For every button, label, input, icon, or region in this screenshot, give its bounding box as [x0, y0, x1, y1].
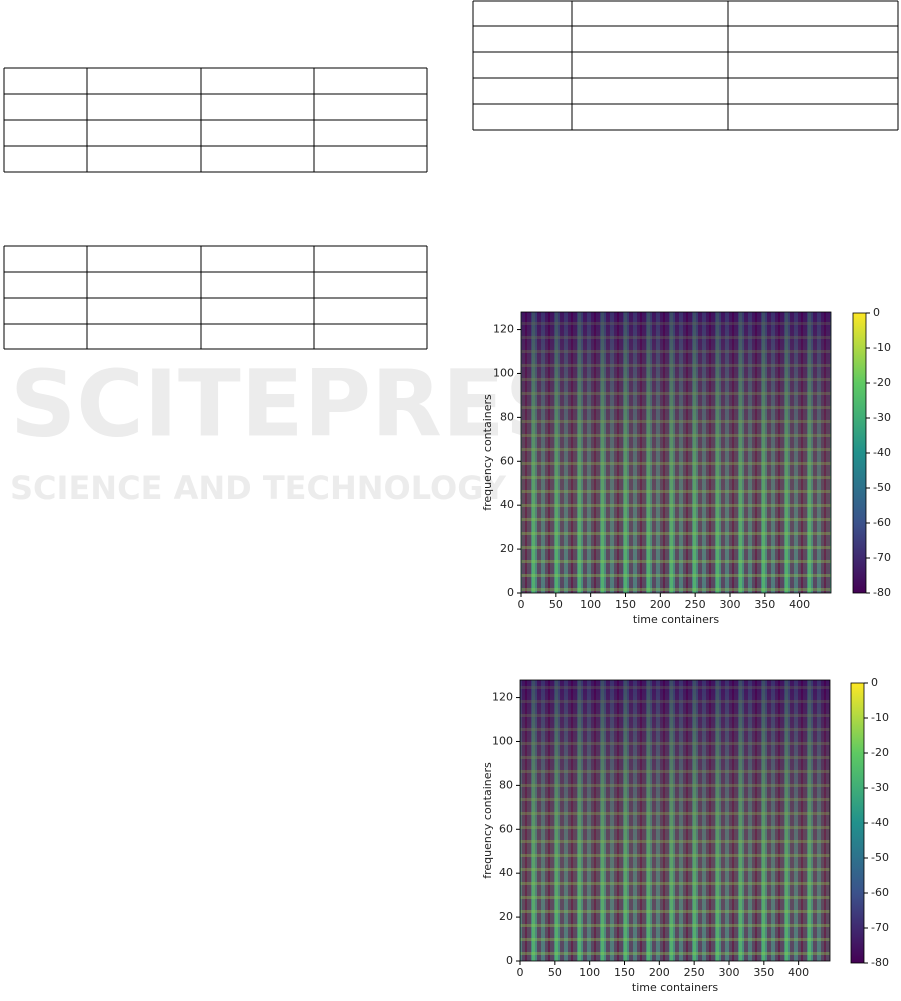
y-tick-label: 40: [500, 498, 514, 511]
x-tick-label: 50: [548, 966, 562, 979]
colorbar-tick-label: -60: [871, 886, 889, 899]
y-tick-label: 100: [492, 734, 513, 747]
y-tick-label: 100: [493, 366, 514, 379]
y-tick-label: 120: [492, 691, 513, 704]
colorbar-tick-label: -80: [873, 586, 891, 599]
y-tick-label: 60: [500, 454, 514, 467]
x-tick-label: 300: [718, 966, 739, 979]
colorbar-tick-label: 0: [873, 306, 880, 319]
y-axis-label: frequency containers: [481, 762, 494, 879]
heatmap-image: [521, 312, 831, 593]
plot-frame: [519, 679, 831, 962]
x-axis-label: time containers: [632, 981, 718, 994]
colorbar-tick-label: -40: [873, 446, 891, 459]
x-tick-label: 350: [754, 598, 775, 611]
colorbar: [852, 312, 867, 594]
colorbar-tick-label: -80: [871, 956, 889, 969]
y-tick-label: 40: [499, 866, 513, 879]
y-tick-label: 0: [507, 586, 514, 599]
heatmap-image: [520, 680, 830, 961]
y-tick-label: 20: [500, 542, 514, 555]
x-tick-label: 300: [719, 598, 740, 611]
colorbar-tick-label: -30: [873, 411, 891, 424]
x-tick-label: 0: [518, 598, 525, 611]
y-tick-label: 80: [499, 778, 513, 791]
x-tick-label: 150: [614, 966, 635, 979]
colorbar-tick-label: -70: [871, 921, 889, 934]
colorbar-tick-label: -10: [873, 341, 891, 354]
colorbar-tick-label: -50: [871, 851, 889, 864]
x-tick-label: 350: [753, 966, 774, 979]
colorbar-tick-label: -50: [873, 481, 891, 494]
x-tick-label: 250: [685, 598, 706, 611]
y-tick-label: 80: [500, 410, 514, 423]
x-tick-label: 200: [650, 598, 671, 611]
colorbar: [850, 682, 865, 964]
x-tick-label: 0: [517, 966, 524, 979]
x-tick-label: 100: [580, 598, 601, 611]
x-axis-label: time containers: [633, 613, 719, 626]
plot-frame: [520, 311, 832, 594]
x-tick-label: 200: [649, 966, 670, 979]
colorbar-tick-label: -70: [873, 551, 891, 564]
x-tick-label: 150: [615, 598, 636, 611]
colorbar-tick-label: 0: [871, 676, 878, 689]
y-tick-label: 120: [493, 323, 514, 336]
x-tick-label: 50: [549, 598, 563, 611]
colorbar-tick-label: -60: [873, 516, 891, 529]
colorbar-tick-label: -20: [873, 376, 891, 389]
x-tick-label: 250: [684, 966, 705, 979]
x-tick-label: 100: [579, 966, 600, 979]
y-tick-label: 0: [506, 954, 513, 967]
colorbar-tick-label: -10: [871, 711, 889, 724]
y-tick-label: 60: [499, 822, 513, 835]
colorbar-tick-label: -30: [871, 781, 889, 794]
y-axis-label: frequency containers: [481, 394, 494, 511]
colorbar-tick-label: -40: [871, 816, 889, 829]
x-tick-label: 400: [789, 598, 810, 611]
table: [3, 245, 428, 350]
colorbar-tick-label: -20: [871, 746, 889, 759]
y-tick-label: 20: [499, 910, 513, 923]
table: [3, 67, 428, 173]
table: [472, 0, 899, 131]
x-tick-label: 400: [788, 966, 809, 979]
